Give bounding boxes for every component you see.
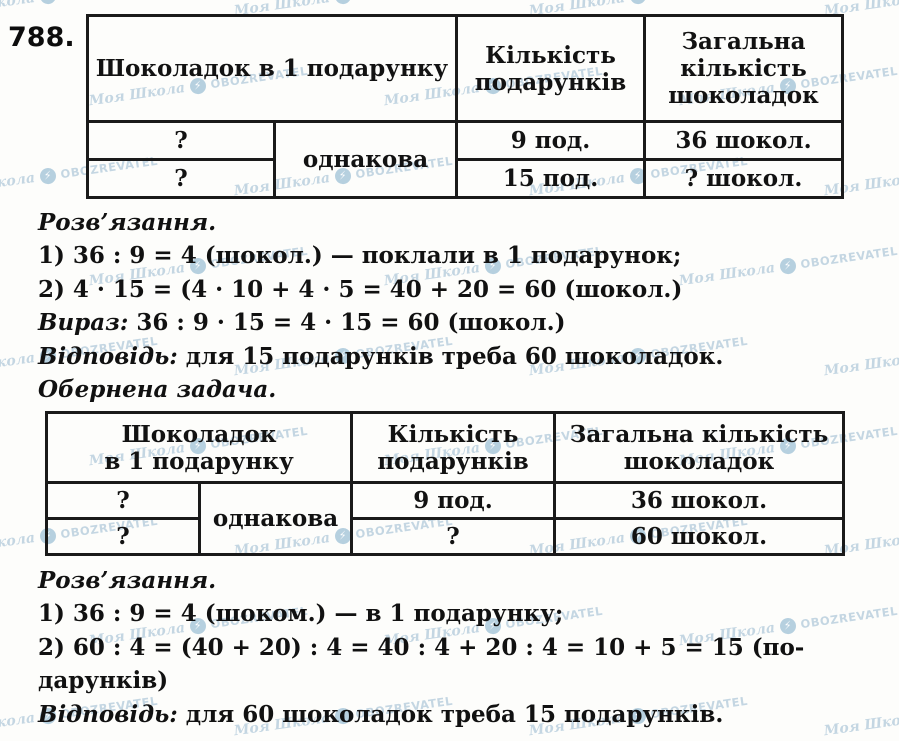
t2-same-label: однакова: [197, 481, 354, 556]
watermark-brand-text: OBOZREVATEL: [355, 0, 454, 1]
solution-line: 1) 36 : 9 = 4 (шоком.) — в 1 подарунку;: [38, 600, 564, 628]
t2-row2-gifts: ?: [350, 517, 557, 556]
t2-row2-chocolates: ?: [45, 517, 201, 556]
t2-row1-chocolates: ?: [45, 481, 201, 520]
watermark-school-text: Моя Школа: [0, 349, 36, 379]
t1-row1-chocolates: ?: [86, 120, 276, 161]
solution-line: Обернена задача.: [38, 376, 277, 404]
solution-line: дарунків): [38, 667, 169, 695]
problem-table-2: Шоколадок в 1 подарунку Кількість подару…: [44, 411, 846, 556]
solution-block-2: Розв’язання. 1) 36 : 9 = 4 (шоком.) — в …: [38, 564, 890, 731]
solution-line: 2) 60 : 4 = (40 + 20) : 4 = 40 : 4 + 20 …: [38, 633, 805, 661]
t1-header-gifts: Кількість подарунків: [455, 14, 646, 123]
solution-line: Відповідь: для 60 шоколадок треба 15 под…: [38, 700, 724, 728]
watermark-school-text: Моя Школа: [0, 169, 36, 199]
t1-row1-total: 36 шокол.: [643, 120, 844, 161]
watermark-brand-text: OBOZREVATEL: [650, 0, 749, 1]
solution-block-1: Розв’язання. 1) 36 : 9 = 4 (шокол.) — по…: [38, 206, 890, 406]
t2-row1-gifts: 9 под.: [350, 481, 557, 520]
t1-row2-chocolates: ?: [86, 158, 276, 199]
solution-title: Розв’язання.: [38, 564, 890, 597]
watermark-badge-icon: ⚡: [38, 0, 57, 6]
t1-header-total: Загальна кількість шоколадок: [643, 14, 844, 123]
t2-header-chocolates: Шоколадок в 1 подарунку: [44, 411, 354, 484]
solution-line: Відповідь: для 15 подарунків треба 60 шо…: [38, 342, 724, 370]
t2-header-total: Загальна кількість шоколадок: [553, 411, 846, 484]
problem-number: 788.: [8, 22, 75, 53]
problem-table-1: Шоколадок в 1 подарунку Кількість подару…: [86, 14, 844, 199]
solution-title-text: Розв’язання.: [38, 209, 217, 236]
solution-line: 2) 4 · 15 = (4 · 10 + 4 · 5 = 40 + 20 = …: [38, 275, 683, 303]
watermark-school-text: Моя Школа: [0, 709, 36, 739]
t1-same-label: однакова: [273, 120, 458, 199]
watermark-brand-text: OBOZREVATEL: [60, 0, 159, 1]
watermark-badge-icon: ⚡: [38, 167, 57, 186]
solution-line: 1) 36 : 9 = 4 (шокол.) — поклали в 1 под…: [38, 242, 682, 270]
watermark-school-text: Моя Школа: [0, 529, 36, 559]
solution-line: Вираз: 36 : 9 · 15 = 4 · 15 = 60 (шокол.…: [38, 309, 566, 337]
t2-row1-total: 36 шокол.: [553, 481, 846, 520]
solution-title: Розв’язання.: [38, 206, 890, 239]
t1-row1-gifts: 9 под.: [455, 120, 646, 161]
t2-header-gifts: Кількість подарунків: [350, 411, 557, 484]
t1-header-chocolates: Шоколадок в 1 подарунку: [86, 14, 458, 123]
watermark-badge-icon: ⚡: [333, 0, 352, 6]
watermark-school-text: Моя Школа: [0, 0, 36, 19]
solution-title-text: Розв’язання.: [38, 567, 217, 594]
t2-row2-total: 60 шокол.: [553, 517, 846, 556]
t1-row2-total: ? шокол.: [643, 158, 844, 199]
watermark-badge-icon: ⚡: [628, 0, 647, 6]
t1-row2-gifts: 15 под.: [455, 158, 646, 199]
